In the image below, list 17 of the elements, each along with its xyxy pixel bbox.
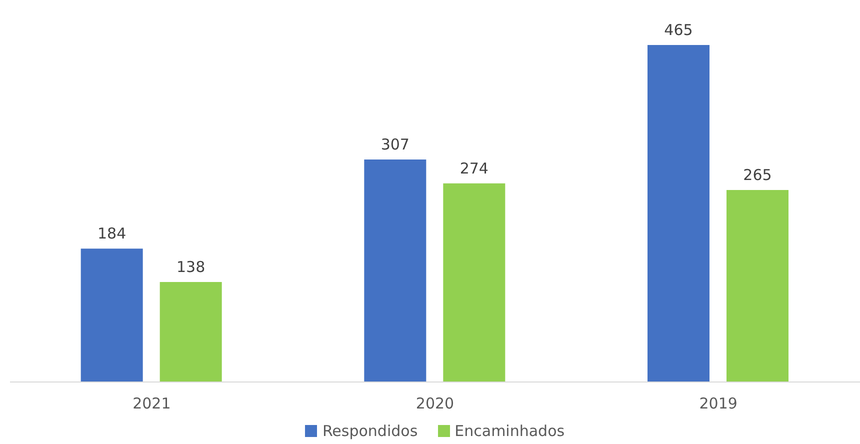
data-label: 184 (98, 224, 126, 243)
data-label: 265 (743, 166, 772, 184)
bar (160, 282, 222, 382)
data-label: 465 (664, 21, 693, 39)
data-label: 274 (460, 159, 488, 178)
data-label: 138 (176, 258, 206, 276)
x-tick-label: 2021 (132, 394, 171, 413)
bar (80, 248, 143, 382)
bar (364, 160, 426, 382)
legend-label: Respondidos (322, 422, 418, 440)
x-tick-label: 2020 (416, 394, 454, 413)
bar (726, 190, 788, 382)
x-tick-label: 2019 (699, 394, 738, 413)
bar (648, 45, 710, 382)
legend-label: Encaminhados (454, 422, 565, 440)
data-label: 307 (380, 136, 410, 154)
bar (443, 183, 506, 382)
